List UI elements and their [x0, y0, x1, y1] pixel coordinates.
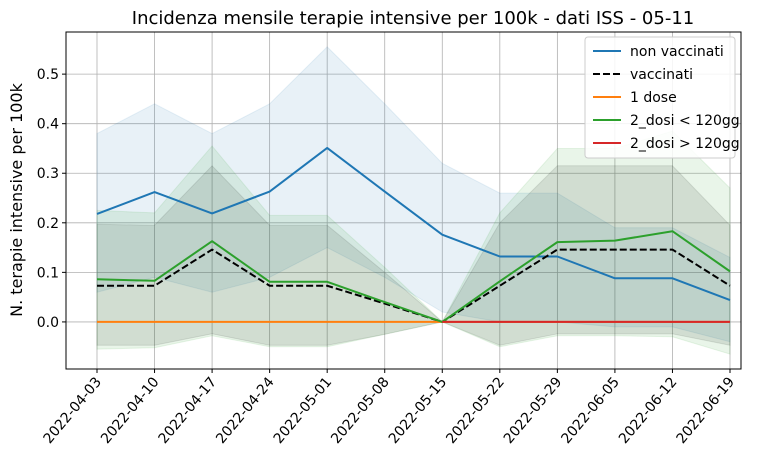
band-2-dosi-120gg — [96, 130, 731, 355]
y-axis-label: N. terapie intensive per 100k — [7, 82, 26, 316]
x-tick-label: 2022-06-12 — [616, 374, 681, 447]
x-tick-label: 2022-04-24 — [213, 374, 278, 447]
chart-title: Incidenza mensile terapie intensive per … — [132, 8, 694, 29]
x-tick-label: 2022-04-03 — [41, 374, 106, 447]
x-tick-label: 2022-05-08 — [328, 374, 393, 447]
y-tick-label: 0.5 — [37, 67, 59, 83]
legend: non vaccinati vaccinati 1 dose 2_dosi < 120… — [584, 36, 740, 159]
y-tick-label: 0.3 — [37, 166, 59, 182]
y-tick-label: 0.1 — [37, 265, 59, 281]
x-tick-label: 2022-06-19 — [674, 374, 739, 447]
legend-entry-label: non vaccinati — [630, 44, 724, 60]
legend-entry-label: 1 dose — [630, 90, 677, 106]
y-tick-label: 0.4 — [37, 117, 59, 133]
series-lines — [96, 146, 731, 323]
x-tick-label: 2022-05-15 — [386, 374, 451, 447]
legend-entry-label: 2_dosi > 120gg — [630, 136, 740, 152]
plot-frame — [65, 31, 742, 370]
y-tick-label: 0.0 — [37, 315, 59, 331]
x-tick-label: 2022-05-01 — [271, 374, 336, 447]
x-tick-label: 2022-05-22 — [443, 374, 508, 447]
series-line-2-dosi-120gg — [96, 230, 731, 323]
x-tick-label: 2022-05-29 — [501, 374, 566, 447]
confidence-bands — [96, 46, 731, 355]
x-tick-label: 2022-06-05 — [558, 374, 623, 447]
band-non-vaccinati — [96, 46, 731, 343]
band-vaccinati — [96, 165, 731, 346]
legend-entry-label: vaccinati — [630, 67, 693, 83]
y-tick-label: 0.2 — [37, 216, 59, 232]
x-tick-label: 2022-04-10 — [98, 374, 163, 447]
legend-box — [584, 36, 736, 159]
x-tick-label: 2022-04-17 — [156, 374, 221, 447]
series-line-non-vaccinati — [96, 146, 731, 302]
legend-entry-label: 2_dosi < 120gg — [630, 113, 740, 129]
